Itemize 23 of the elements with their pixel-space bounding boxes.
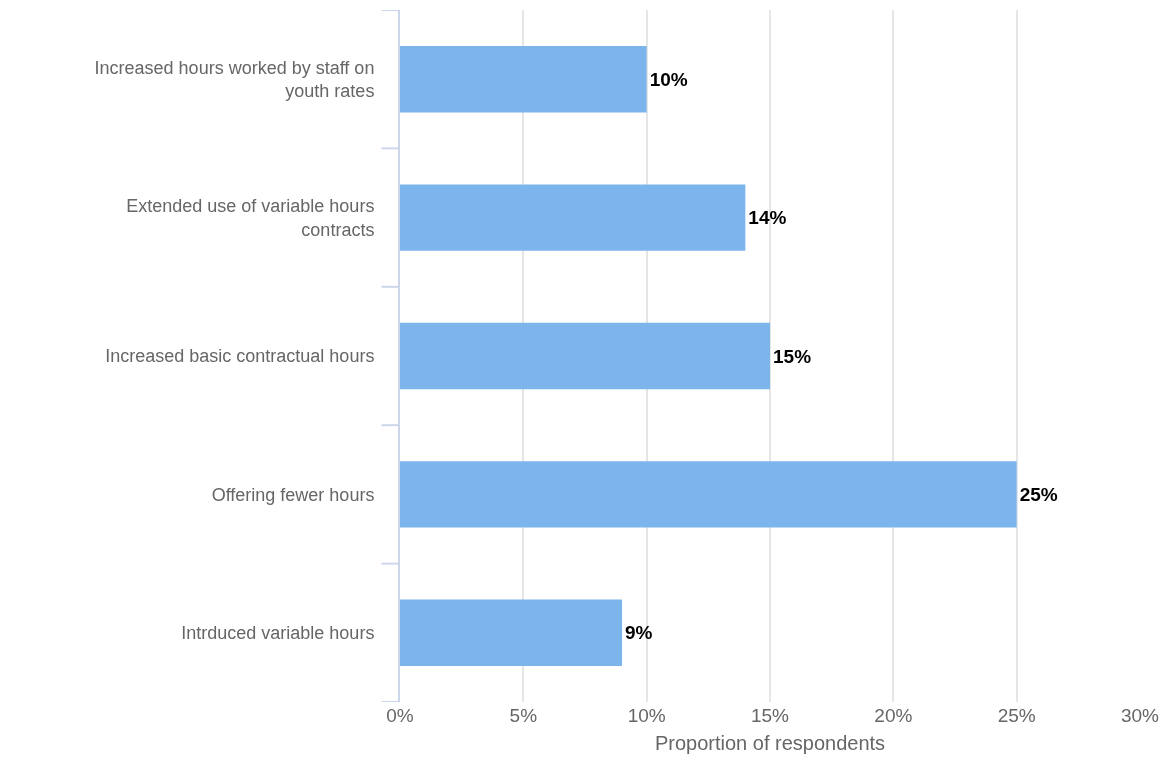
x-tick-label: 5% <box>509 705 538 726</box>
y-tick-label: Extended use of variable hours contracts <box>126 196 375 240</box>
x-tick-label: 30% <box>1120 705 1160 726</box>
y-tick-label: Intrduced variable hours <box>181 623 375 644</box>
data-label: 14% <box>748 207 787 229</box>
bar <box>400 599 622 667</box>
x-tick-label: 0% <box>386 705 414 726</box>
bar <box>400 184 746 251</box>
bar <box>400 45 647 113</box>
x-tick-label: 20% <box>874 705 913 726</box>
y-tick-label: Offering fewer hours <box>211 484 375 505</box>
y-tick-label: Increased hours worked by staff on youth rates <box>94 57 375 102</box>
data-label: 9% <box>625 622 653 644</box>
bar <box>400 461 1017 528</box>
data-label: 10% <box>649 68 688 90</box>
data-label: 25% <box>1019 483 1058 505</box>
x-tick-label: 25% <box>997 705 1036 726</box>
x-tick-label: 15% <box>750 705 790 726</box>
x-tick-label: 10% <box>627 705 666 726</box>
bar <box>400 322 770 390</box>
x-axis-title: Proportion of respondents <box>654 731 886 754</box>
data-label: 15% <box>773 345 812 367</box>
y-tick-label: Increased basic contractual hours <box>105 346 375 367</box>
